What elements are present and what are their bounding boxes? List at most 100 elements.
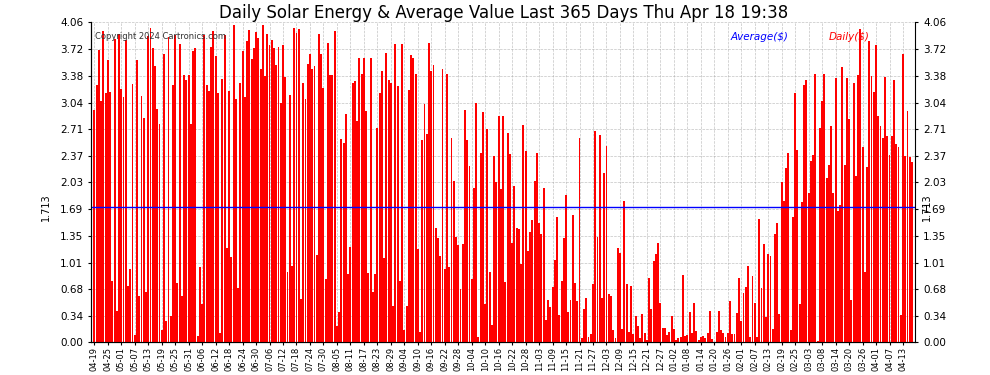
Bar [803, 86, 805, 342]
Bar [199, 267, 201, 342]
Bar [374, 274, 376, 342]
Bar [125, 40, 127, 342]
Bar [774, 234, 776, 342]
Bar [873, 92, 875, 342]
Bar [392, 306, 394, 342]
Bar [210, 47, 212, 342]
Bar [677, 338, 679, 342]
Bar [650, 309, 652, 342]
Bar [563, 238, 564, 342]
Bar [574, 284, 576, 342]
Bar [450, 138, 452, 342]
Bar [369, 58, 371, 342]
Bar [801, 202, 803, 342]
Bar [723, 333, 725, 342]
Bar [480, 153, 482, 342]
Bar [475, 103, 477, 342]
Bar [343, 143, 345, 342]
Bar [188, 75, 190, 342]
Bar [259, 69, 261, 342]
Bar [553, 260, 555, 342]
Bar [238, 288, 239, 342]
Bar [143, 118, 145, 342]
Bar [385, 53, 387, 342]
Bar [354, 81, 355, 342]
Bar [828, 165, 830, 342]
Bar [543, 188, 545, 342]
Bar [339, 312, 341, 342]
Bar [578, 138, 580, 342]
Bar [868, 41, 870, 342]
Bar [534, 181, 536, 342]
Bar [242, 51, 244, 342]
Bar [652, 261, 654, 342]
Bar [280, 104, 282, 342]
Bar [286, 272, 288, 342]
Bar [583, 309, 585, 342]
Bar [165, 321, 167, 342]
Bar [473, 188, 475, 342]
Bar [902, 54, 904, 342]
Bar [98, 50, 100, 342]
Bar [197, 336, 199, 342]
Bar [615, 338, 617, 342]
Bar [549, 308, 551, 342]
Bar [275, 65, 277, 342]
Bar [624, 201, 626, 342]
Bar [401, 44, 403, 342]
Bar [502, 116, 504, 342]
Bar [493, 156, 495, 342]
Bar [729, 301, 731, 342]
Bar [111, 280, 113, 342]
Bar [716, 332, 718, 342]
Bar [148, 36, 149, 342]
Bar [612, 330, 614, 342]
Bar [102, 32, 104, 342]
Bar [332, 75, 334, 342]
Bar [657, 243, 659, 342]
Bar [139, 296, 141, 342]
Bar [739, 278, 740, 342]
Bar [628, 332, 630, 342]
Bar [158, 124, 160, 342]
Bar [410, 55, 412, 342]
Bar [151, 48, 153, 342]
Bar [121, 89, 122, 342]
Bar [471, 279, 472, 342]
Bar [695, 331, 697, 342]
Bar [96, 85, 98, 342]
Text: Average($): Average($) [731, 32, 789, 42]
Bar [482, 112, 484, 342]
Bar [381, 72, 383, 342]
Bar [325, 279, 327, 342]
Bar [691, 333, 693, 342]
Bar [518, 229, 520, 342]
Bar [900, 315, 902, 342]
Bar [296, 33, 297, 342]
Bar [587, 337, 589, 342]
Bar [842, 67, 843, 342]
Bar [523, 125, 525, 342]
Bar [520, 264, 522, 342]
Bar [498, 116, 500, 342]
Bar [93, 110, 95, 342]
Bar [837, 211, 839, 342]
Bar [911, 162, 913, 342]
Bar [516, 228, 518, 342]
Bar [879, 126, 881, 342]
Bar [734, 334, 736, 342]
Bar [864, 272, 866, 342]
Bar [787, 153, 789, 342]
Bar [461, 244, 463, 342]
Bar [840, 205, 842, 342]
Bar [118, 34, 120, 342]
Bar [810, 161, 812, 342]
Bar [424, 104, 426, 342]
Bar [314, 66, 316, 342]
Bar [146, 292, 147, 342]
Bar [633, 334, 635, 342]
Bar [601, 298, 603, 342]
Bar [680, 337, 681, 342]
Bar [345, 114, 346, 342]
Bar [486, 129, 488, 342]
